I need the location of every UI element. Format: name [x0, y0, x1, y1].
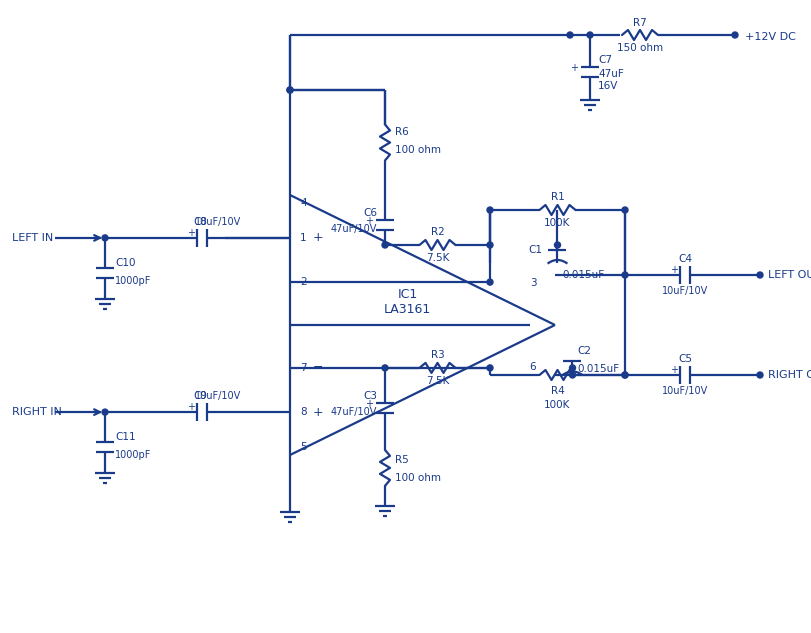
- Circle shape: [487, 279, 492, 285]
- Text: −: −: [312, 275, 323, 289]
- Text: 4: 4: [299, 198, 307, 208]
- Circle shape: [554, 242, 560, 248]
- Text: 1: 1: [299, 233, 307, 243]
- Circle shape: [756, 272, 762, 278]
- Text: +: +: [365, 399, 372, 409]
- Text: 0.015uF: 0.015uF: [577, 365, 619, 375]
- Text: 3: 3: [529, 278, 535, 288]
- Circle shape: [621, 372, 627, 378]
- Circle shape: [487, 242, 492, 248]
- Text: 0.015uF: 0.015uF: [562, 270, 604, 280]
- Text: 47uF/10V: 47uF/10V: [330, 224, 376, 234]
- Text: 1000pF: 1000pF: [115, 276, 151, 286]
- Text: 10uF/10V: 10uF/10V: [661, 386, 707, 396]
- Circle shape: [756, 372, 762, 378]
- Circle shape: [102, 235, 108, 241]
- Circle shape: [286, 87, 293, 93]
- Text: 47uF: 47uF: [597, 69, 623, 79]
- Text: 16V: 16V: [597, 81, 618, 91]
- Text: C7: C7: [597, 55, 611, 65]
- Text: LA3161: LA3161: [384, 303, 431, 316]
- Text: R7: R7: [633, 18, 646, 28]
- Text: 7.5K: 7.5K: [425, 253, 448, 263]
- Text: 47uF/10V: 47uF/10V: [330, 407, 376, 417]
- Text: R4: R4: [550, 386, 564, 396]
- Text: R2: R2: [430, 227, 444, 237]
- Text: 10uF/10V: 10uF/10V: [195, 391, 241, 401]
- Text: RIGHT OUT: RIGHT OUT: [767, 370, 811, 380]
- Text: LEFT OUT: LEFT OUT: [767, 270, 811, 280]
- Circle shape: [569, 372, 575, 378]
- Circle shape: [586, 32, 592, 38]
- Text: 150 ohm: 150 ohm: [616, 43, 663, 53]
- Text: 100 ohm: 100 ohm: [394, 146, 440, 156]
- Text: C10: C10: [115, 258, 135, 268]
- Text: +: +: [569, 63, 577, 73]
- Text: C11: C11: [115, 432, 135, 442]
- Text: C1: C1: [528, 245, 542, 255]
- Text: R3: R3: [430, 350, 444, 360]
- Text: R6: R6: [394, 127, 408, 137]
- Circle shape: [487, 365, 492, 371]
- Text: 6: 6: [529, 362, 535, 372]
- Text: LEFT IN: LEFT IN: [12, 233, 54, 243]
- Text: 7.5K: 7.5K: [425, 376, 448, 386]
- Text: C9: C9: [193, 391, 207, 401]
- Circle shape: [381, 242, 388, 248]
- Text: +: +: [669, 265, 677, 275]
- Text: 10uF/10V: 10uF/10V: [195, 217, 241, 227]
- Text: 2: 2: [299, 277, 307, 287]
- Text: +: +: [312, 232, 323, 244]
- Text: +: +: [365, 216, 372, 226]
- Text: 5: 5: [299, 442, 307, 452]
- Text: +12V DC: +12V DC: [744, 32, 795, 42]
- Text: 100 ohm: 100 ohm: [394, 473, 440, 483]
- Circle shape: [569, 365, 575, 371]
- Text: 100K: 100K: [543, 218, 570, 228]
- Text: 100K: 100K: [543, 400, 570, 410]
- Text: −: −: [312, 361, 323, 374]
- Text: R1: R1: [550, 192, 564, 202]
- Circle shape: [621, 372, 627, 378]
- Text: C3: C3: [363, 391, 376, 401]
- Circle shape: [621, 207, 627, 213]
- Text: C4: C4: [677, 254, 691, 264]
- Text: 1000pF: 1000pF: [115, 450, 151, 460]
- Text: +: +: [187, 228, 195, 238]
- Circle shape: [102, 409, 108, 415]
- Text: R5: R5: [394, 455, 408, 465]
- Text: +: +: [187, 402, 195, 412]
- Text: C5: C5: [677, 354, 691, 364]
- Text: C8: C8: [193, 217, 207, 227]
- Circle shape: [731, 32, 737, 38]
- Text: IC1: IC1: [397, 289, 417, 301]
- Circle shape: [286, 87, 293, 93]
- Text: 7: 7: [299, 363, 307, 373]
- Text: 10uF/10V: 10uF/10V: [661, 286, 707, 296]
- Text: C6: C6: [363, 208, 376, 218]
- Text: 8: 8: [299, 407, 307, 417]
- Text: +: +: [669, 365, 677, 375]
- Circle shape: [381, 365, 388, 371]
- Circle shape: [487, 207, 492, 213]
- Circle shape: [621, 272, 627, 278]
- Text: +: +: [312, 406, 323, 418]
- Text: RIGHT IN: RIGHT IN: [12, 407, 62, 417]
- Circle shape: [566, 32, 573, 38]
- Text: C2: C2: [577, 346, 590, 356]
